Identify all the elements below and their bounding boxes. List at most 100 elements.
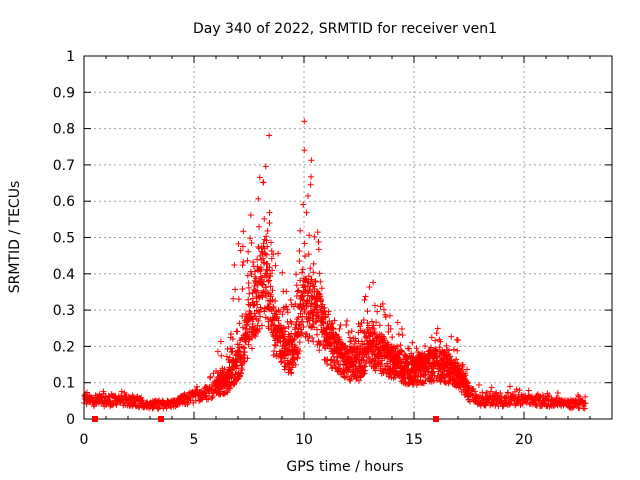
data-point [305,192,312,199]
data-point [265,325,272,332]
data-point [295,350,302,357]
data-point [83,389,90,396]
data-point [296,339,303,346]
data-point [292,361,299,368]
data-point [259,281,266,288]
data-point [251,283,258,290]
data-point [309,282,316,289]
data-point [332,364,339,371]
data-point [266,264,273,271]
data-point [330,326,337,333]
data-point [266,220,273,227]
data-point [256,325,263,332]
data-point [296,348,303,355]
y-tick-label: 0.6 [53,194,75,210]
data-point [260,179,267,186]
data-point [307,265,314,272]
data-point [266,132,273,139]
data-point [190,399,197,406]
data-point [288,370,295,377]
data-point [255,243,262,250]
chart-title: Day 340 of 2022, SRMTID for receiver ven… [193,21,497,37]
data-point [314,302,321,309]
data-point [314,331,321,338]
data-point [264,289,271,296]
data-point [319,311,326,318]
y-tick-label: 0.2 [53,339,75,355]
data-point [254,329,261,336]
data-point [328,321,335,328]
data-point [240,258,247,265]
data-point [248,271,255,278]
x-tick-label: 10 [295,432,313,448]
data-point [270,251,277,258]
data-point [293,293,300,300]
data-point [262,250,269,257]
data-point [223,353,230,360]
data-point [317,278,324,285]
data-point [263,274,270,281]
data-point [305,290,312,297]
data-point [321,307,328,314]
y-tick-label: 0.7 [53,158,75,174]
data-point [266,301,273,308]
data-point [299,269,306,276]
data-point [168,404,175,411]
data-point [297,227,304,234]
data-point [269,267,276,274]
data-point [245,248,252,255]
data-point [269,296,276,303]
data-point [310,338,317,345]
data-point [314,229,321,236]
y-tick-label: 0.4 [53,267,75,283]
data-point [250,259,257,266]
data-point [239,313,246,320]
data-point [206,390,213,397]
data-point [310,269,317,276]
data-point [267,283,274,290]
data-point [284,309,291,316]
y-tick-label: 0.1 [53,376,75,392]
data-point [245,284,252,291]
y-tick-label: 0 [66,412,75,428]
data-point [230,295,237,302]
data-point [270,348,277,355]
data-point [264,227,271,234]
data-point [295,314,302,321]
data-point [256,294,263,301]
data-point [305,273,312,280]
data-point [313,318,320,325]
data-point [118,388,125,395]
data-point [306,232,313,239]
data-point [209,393,216,400]
x-tick-label: 20 [515,432,533,448]
data-point [239,366,246,373]
data-point [254,256,261,263]
data-point [235,296,242,303]
data-point [301,308,308,315]
data-point [294,354,301,361]
data-point [229,335,236,342]
data-point [240,228,247,235]
data-point [139,397,146,404]
data-point [288,320,295,327]
data-point [235,240,242,247]
data-point [299,330,306,337]
data-point [309,309,316,316]
data-point [269,287,276,294]
data-point [258,266,265,273]
data-point [227,330,234,337]
data-point [205,396,212,403]
data-point [278,358,285,365]
data-point [308,301,315,308]
data-point [275,250,282,257]
data-point [268,239,274,246]
data-point [294,288,301,295]
data-point [207,373,214,380]
data-point [255,195,262,202]
data-point [281,335,288,342]
data-point [301,240,308,247]
data-point [251,268,258,275]
data-point [300,201,307,208]
